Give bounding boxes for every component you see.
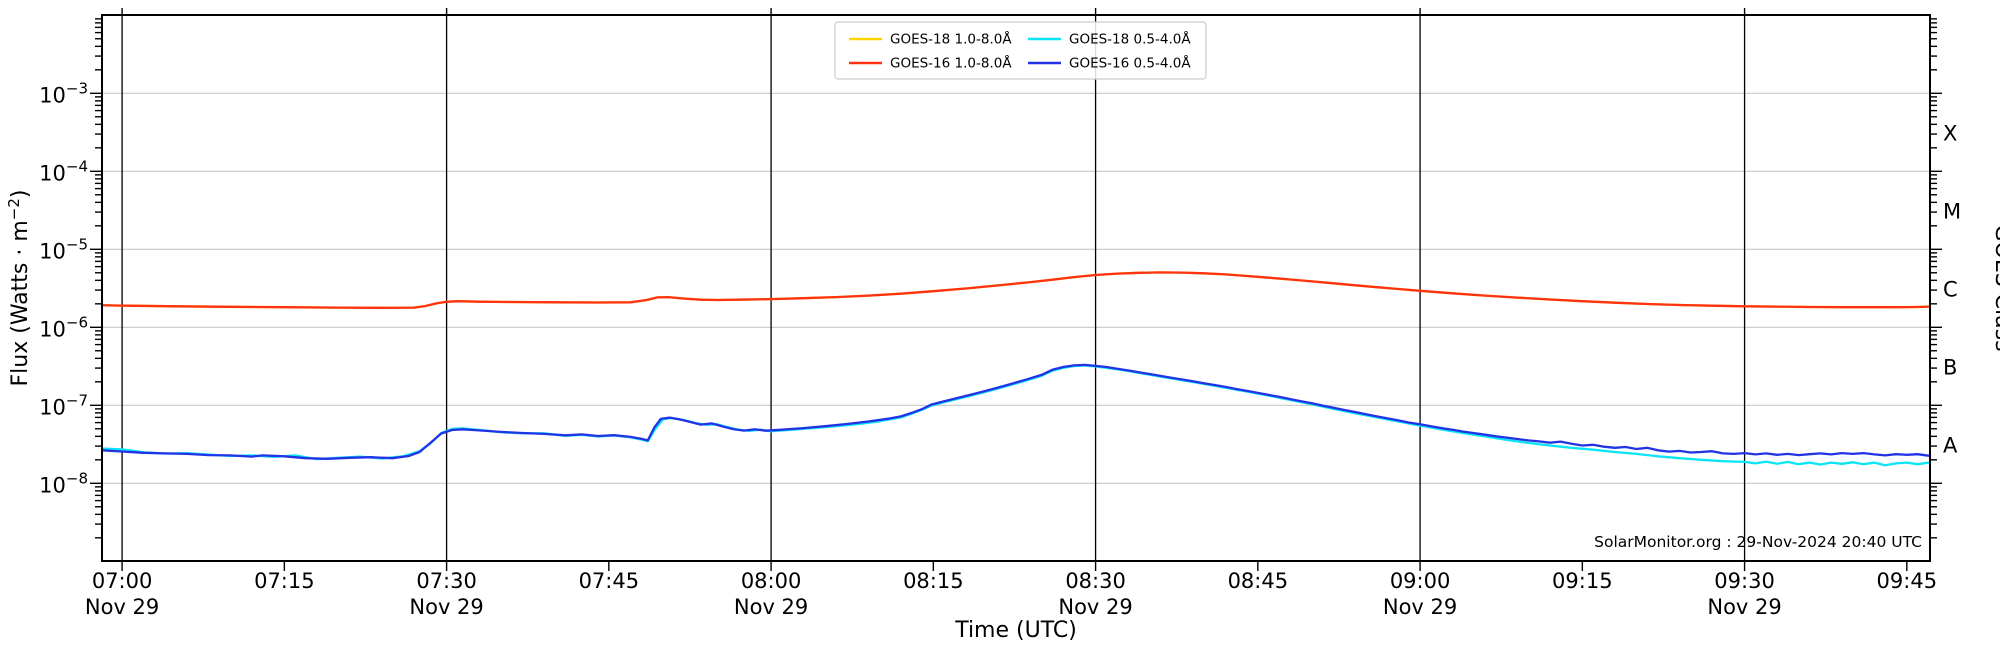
legend-label: GOES-18 1.0-8.0Å xyxy=(890,31,1012,48)
x-tick-date-label: Nov 29 xyxy=(85,595,159,619)
x-tick-time-label: 07:45 xyxy=(579,569,640,593)
x-tick-time-label: 09:15 xyxy=(1552,569,1613,593)
y-axis-title-left: Flux (Watts · m−2) xyxy=(5,190,33,387)
watermark-text: SolarMonitor.org : 29-Nov-2024 20:40 UTC xyxy=(1594,533,1922,551)
x-tick-time-label: 08:30 xyxy=(1065,569,1126,593)
x-tick-time-label: 08:00 xyxy=(741,569,802,593)
y-tick-label: 10−6 xyxy=(39,313,88,341)
y-axis-tick-labels: 10−3 10−4 10−5 10−6 10−7 10−8 xyxy=(39,79,88,497)
goes-class-label: B xyxy=(1943,355,1957,379)
x-tick-time-label: 09:00 xyxy=(1390,569,1451,593)
legend-label: GOES-16 0.5-4.0Å xyxy=(1069,55,1191,72)
flux-curves xyxy=(102,271,1930,467)
x-tick-time-label: 08:15 xyxy=(903,569,964,593)
axis-ticks xyxy=(90,8,1942,571)
plot-frame xyxy=(101,14,1931,562)
goes-class-label: X xyxy=(1943,121,1957,145)
x-tick-date-label: Nov 29 xyxy=(409,595,483,619)
x-tick-time-label: 09:30 xyxy=(1714,569,1775,593)
x-tick-time-label: 07:30 xyxy=(416,569,477,593)
legend-label: GOES-16 1.0-8.0Å xyxy=(890,55,1012,72)
x-tick-time-label: 08:45 xyxy=(1228,569,1289,593)
vertical-gridlines xyxy=(121,15,1746,561)
y-tick-label: 10−8 xyxy=(39,469,88,497)
series-curve-2 xyxy=(102,271,1930,309)
y-tick-label: 10−4 xyxy=(39,157,88,185)
x-axis-title: Time (UTC) xyxy=(954,618,1077,643)
legend-box xyxy=(834,21,1207,80)
y-tick-label: 10−7 xyxy=(39,391,88,419)
horizontal-gridlines xyxy=(102,92,1930,484)
x-tick-time-label: 09:45 xyxy=(1877,569,1938,593)
series-curve-1 xyxy=(102,271,1930,309)
goes-class-letters: X M C B A xyxy=(1943,121,1961,457)
x-tick-time-label: 07:15 xyxy=(254,569,315,593)
y-tick-label: 10−3 xyxy=(39,79,88,107)
goes-class-label: M xyxy=(1943,199,1961,223)
legend: GOES-18 1.0-8.0Å GOES-16 1.0-8.0Å GOES-18 … xyxy=(834,21,1207,80)
x-tick-date-label: Nov 29 xyxy=(734,595,808,619)
goes-class-label: A xyxy=(1943,433,1958,457)
x-tick-date-label: Nov 29 xyxy=(1058,595,1132,619)
x-tick-date-label: Nov 29 xyxy=(1707,595,1781,619)
legend-label: GOES-18 0.5-4.0Å xyxy=(1069,31,1191,48)
y-axis-title-right: GOES Class xyxy=(1990,224,2000,351)
goes-class-label: C xyxy=(1943,277,1958,301)
x-tick-date-label: Nov 29 xyxy=(1383,595,1457,619)
y-tick-label: 10−5 xyxy=(39,235,88,263)
series-curve-4 xyxy=(102,363,1930,460)
x-tick-time-label: 07:00 xyxy=(92,569,153,593)
